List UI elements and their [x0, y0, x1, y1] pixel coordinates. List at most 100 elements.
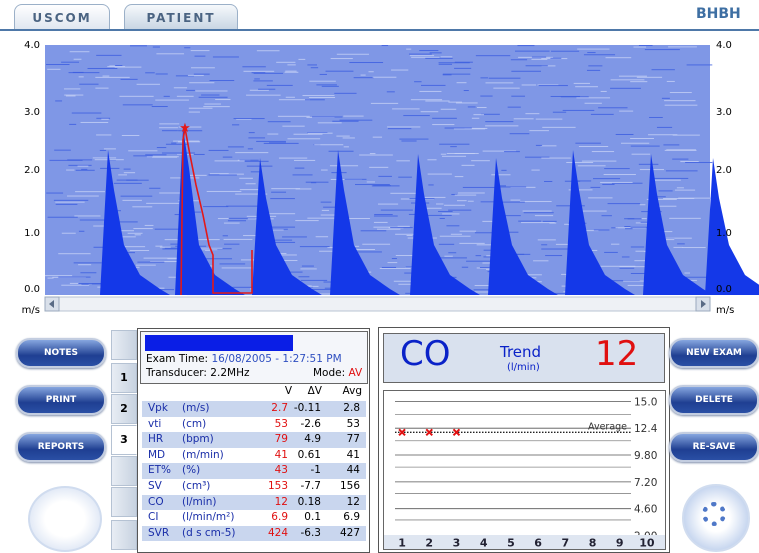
noise: [439, 235, 471, 237]
table-row: CI (l/min/m²) 6.9 0.1 6.9: [142, 510, 366, 526]
noise: [427, 159, 437, 161]
noise: [425, 100, 450, 102]
noise: [270, 198, 295, 200]
noise: [263, 213, 296, 215]
noise: [309, 80, 336, 82]
noise: [473, 289, 493, 291]
noise: [387, 126, 421, 128]
noise: [461, 266, 469, 268]
exam-tab[interactable]: 2: [111, 394, 137, 424]
noise: [373, 215, 398, 217]
noise: [336, 135, 350, 137]
noise: [669, 217, 701, 219]
doppler-peak: [643, 154, 713, 295]
cell: 4.9: [304, 433, 321, 446]
tab[interactable]: USCOM: [14, 4, 110, 29]
noise: [186, 89, 195, 91]
cell: 424: [267, 526, 288, 539]
exam-tab[interactable]: [111, 487, 137, 517]
tab-up[interactable]: [111, 330, 137, 360]
y-tick-label: 12.4: [634, 423, 658, 435]
noise: [656, 126, 673, 128]
noise: [544, 180, 553, 182]
noise: [510, 59, 528, 61]
noise: [459, 242, 485, 244]
logo: [28, 486, 102, 552]
noise: [454, 176, 464, 178]
exam-tab[interactable]: 1: [111, 363, 137, 393]
exam-tab[interactable]: [111, 456, 137, 486]
cell: -7.7: [300, 480, 322, 492]
noise: [677, 243, 685, 245]
doppler-peak: [175, 128, 245, 295]
noise: [493, 87, 520, 89]
noise: [459, 230, 477, 232]
noise: [636, 76, 663, 78]
tab[interactable]: PATIENT: [124, 4, 238, 29]
noise: [411, 56, 440, 58]
noise: [78, 264, 92, 266]
noise: [295, 220, 319, 222]
noise: [317, 122, 342, 124]
noise: [521, 84, 537, 86]
noise: [664, 100, 696, 102]
noise: [245, 183, 256, 185]
noise: [206, 190, 242, 192]
button[interactable]: REPORTS: [16, 432, 106, 462]
noise: [217, 218, 229, 220]
button[interactable]: RE-SAVE: [669, 432, 759, 462]
noise: [661, 97, 670, 99]
noise: [663, 144, 680, 146]
button[interactable]: DELETE: [669, 385, 759, 415]
cell: 41: [274, 448, 288, 461]
noise: [620, 142, 650, 144]
exam-tab[interactable]: 3: [111, 425, 137, 455]
noise: [95, 87, 109, 89]
noise: [442, 213, 460, 215]
doppler-peak: [252, 158, 322, 295]
noise: [537, 239, 556, 241]
noise: [362, 243, 391, 245]
table-row: SV (cm³) 153 -7.7 156: [142, 479, 366, 495]
noise: [253, 80, 273, 82]
button[interactable]: NEW EXAM: [669, 338, 759, 368]
noise: [619, 110, 634, 112]
noise: [485, 82, 514, 84]
noise: [205, 249, 211, 251]
noise: [300, 279, 328, 281]
cell: 44: [346, 464, 360, 477]
noise: [602, 183, 615, 185]
noise: [222, 235, 228, 237]
noise: [156, 53, 185, 55]
noise: [473, 114, 485, 116]
button[interactable]: NOTES: [16, 338, 106, 368]
noise: [534, 215, 554, 217]
noise: [319, 73, 327, 75]
noise: [337, 218, 370, 220]
noise: [121, 134, 140, 136]
button[interactable]: PRINT: [16, 385, 106, 415]
noise: [562, 109, 595, 111]
table-row: MD (m/min) 41 0.61 41: [142, 447, 366, 464]
noise: [373, 221, 388, 223]
noise: [307, 132, 333, 134]
noise: [155, 99, 189, 101]
noise: [353, 77, 374, 79]
noise: [190, 50, 210, 52]
tab-down[interactable]: [111, 520, 137, 550]
noise: [87, 67, 118, 69]
noise: [102, 75, 110, 77]
y-axis-label: 3.0: [24, 107, 40, 118]
noise: [92, 157, 117, 159]
noise: [119, 95, 154, 97]
noise: [387, 128, 412, 130]
y-axis-label: 4.0: [24, 40, 40, 51]
noise: [668, 46, 697, 48]
noise: [223, 238, 253, 240]
noise: [577, 165, 606, 167]
noise: [69, 51, 90, 53]
noise: [377, 203, 399, 205]
noise: [133, 155, 153, 157]
x-tick-label: 9: [616, 537, 624, 550]
noise: [107, 66, 126, 68]
